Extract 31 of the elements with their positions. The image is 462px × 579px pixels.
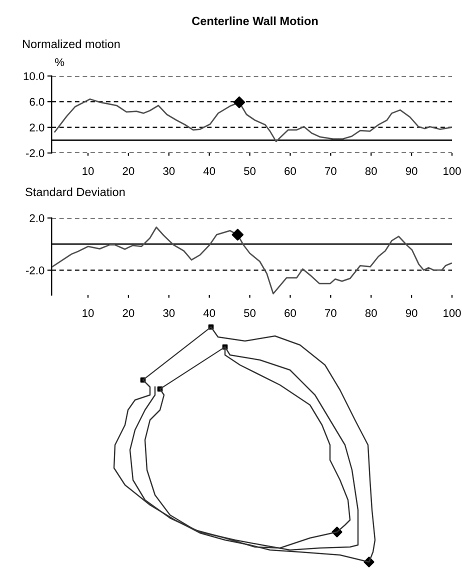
- x-tick-label: 80: [365, 309, 377, 318]
- chart-title: Centerline Wall Motion: [192, 16, 318, 26]
- line-series: [52, 226, 452, 294]
- x-tick-label: 20: [122, 167, 134, 176]
- y-tick-label: -2.0: [26, 266, 44, 274]
- x-tick-label: 30: [163, 309, 175, 318]
- x-tick-label: 10: [82, 309, 94, 318]
- x-tick-label: 100: [444, 167, 461, 176]
- x-tick-label: 10: [82, 167, 94, 176]
- x-tick-label: 100: [444, 309, 461, 318]
- y-tick-label: -2.0: [26, 149, 44, 158]
- y-tick-label: 2.0: [30, 214, 44, 222]
- x-tick-label: 60: [284, 309, 296, 318]
- chart-subtitle: Standard Deviation: [26, 187, 125, 196]
- x-tick-label: 80: [365, 167, 377, 176]
- x-tick-label: 90: [406, 309, 418, 318]
- x-tick-label: 30: [163, 167, 175, 176]
- y-tick-label: 10.0: [24, 72, 44, 80]
- x-tick-label: 50: [244, 167, 256, 176]
- x-tick-label: 40: [203, 309, 216, 318]
- y-axis-title: %: [55, 58, 64, 66]
- x-tick-label: 40: [203, 167, 216, 176]
- x-tick-label: 70: [325, 167, 336, 176]
- x-tick-label: 60: [284, 167, 296, 176]
- x-tick-label: 20: [122, 309, 134, 318]
- x-tick-label: 90: [406, 167, 418, 176]
- x-tick-label: 70: [325, 309, 336, 318]
- x-tick-label: 50: [244, 309, 256, 318]
- y-tick-label: 2.0: [30, 124, 44, 132]
- chart-subtitle: Normalized motion: [22, 40, 120, 48]
- y-tick-label: 6.0: [30, 98, 44, 106]
